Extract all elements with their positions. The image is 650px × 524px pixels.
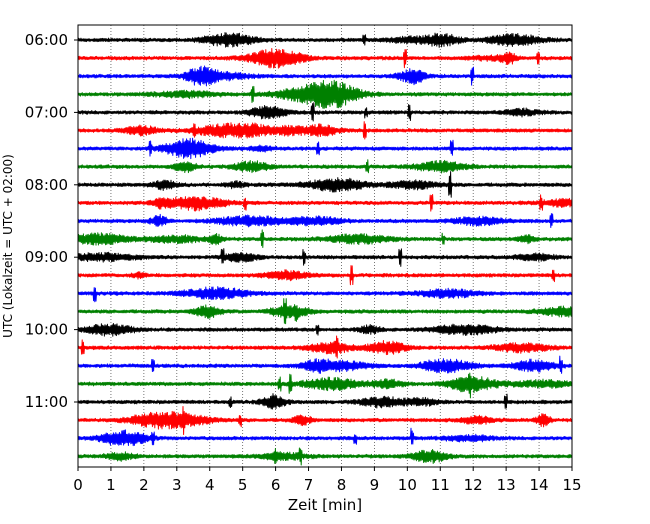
- y-axis-label: UTC (Lokalzeit = UTC + 02:00): [1, 154, 15, 338]
- trace-20: [77, 393, 573, 410]
- trace-5: [77, 121, 573, 140]
- x-tick-label-6: 6: [271, 476, 281, 494]
- y-tick-label-06:00: 06:00: [25, 31, 68, 49]
- trace-12: [77, 248, 573, 267]
- x-tick-label-12: 12: [464, 476, 483, 494]
- trace-15: [77, 298, 573, 325]
- trace-10: [77, 213, 573, 228]
- plot-frame: [77, 24, 573, 468]
- trace-22: [77, 427, 573, 447]
- y-tick-label-10:00: 10:00: [25, 321, 68, 339]
- x-tick-label-2: 2: [139, 476, 149, 494]
- x-tick-label-8: 8: [337, 476, 347, 494]
- trace-6: [77, 137, 573, 160]
- x-tick-label-7: 7: [304, 476, 314, 494]
- y-tick-label-11:00: 11:00: [25, 393, 68, 411]
- trace-3: [77, 79, 573, 110]
- x-axis-ticks: 0 1 2 3 4 5 6 7 8 9 10 11 12 13 14 15: [73, 467, 582, 494]
- x-tick-label-11: 11: [431, 476, 450, 494]
- trace-14: [77, 286, 573, 303]
- trace-23: [77, 447, 573, 466]
- y-tick-label-07:00: 07:00: [25, 103, 68, 121]
- x-tick-label-15: 15: [562, 476, 581, 494]
- trace-0: [77, 32, 573, 48]
- trace-8: [77, 171, 573, 198]
- seismogram-traces: [77, 32, 573, 466]
- x-tick-label-4: 4: [205, 476, 215, 494]
- x-tick-label-14: 14: [530, 476, 549, 494]
- x-tick-label-5: 5: [238, 476, 248, 494]
- y-tick-label-09:00: 09:00: [25, 248, 68, 266]
- trace-9: [77, 194, 573, 212]
- trace-7: [77, 159, 573, 174]
- trace-17: [77, 335, 573, 359]
- x-tick-label-1: 1: [106, 476, 116, 494]
- trace-11: [77, 229, 573, 249]
- x-axis-label: Zeit [min]: [288, 496, 362, 514]
- trace-2: [77, 65, 573, 87]
- trace-16: [77, 322, 573, 337]
- trace-21: [77, 406, 573, 436]
- x-tick-label-3: 3: [172, 476, 182, 494]
- x-tick-label-9: 9: [370, 476, 380, 494]
- trace-13: [77, 265, 573, 286]
- x-tick-label-10: 10: [398, 476, 417, 494]
- y-axis-ticks: 06:00 07:00 08:00 09:00 10:00 11:00: [25, 31, 78, 411]
- x-tick-label-0: 0: [73, 476, 83, 494]
- trace-1: [77, 48, 573, 69]
- trace-18: [77, 355, 573, 374]
- y-tick-label-08:00: 08:00: [25, 176, 68, 194]
- x-tick-label-13: 13: [497, 476, 516, 494]
- trace-4: [77, 102, 573, 122]
- trace-19: [77, 372, 573, 399]
